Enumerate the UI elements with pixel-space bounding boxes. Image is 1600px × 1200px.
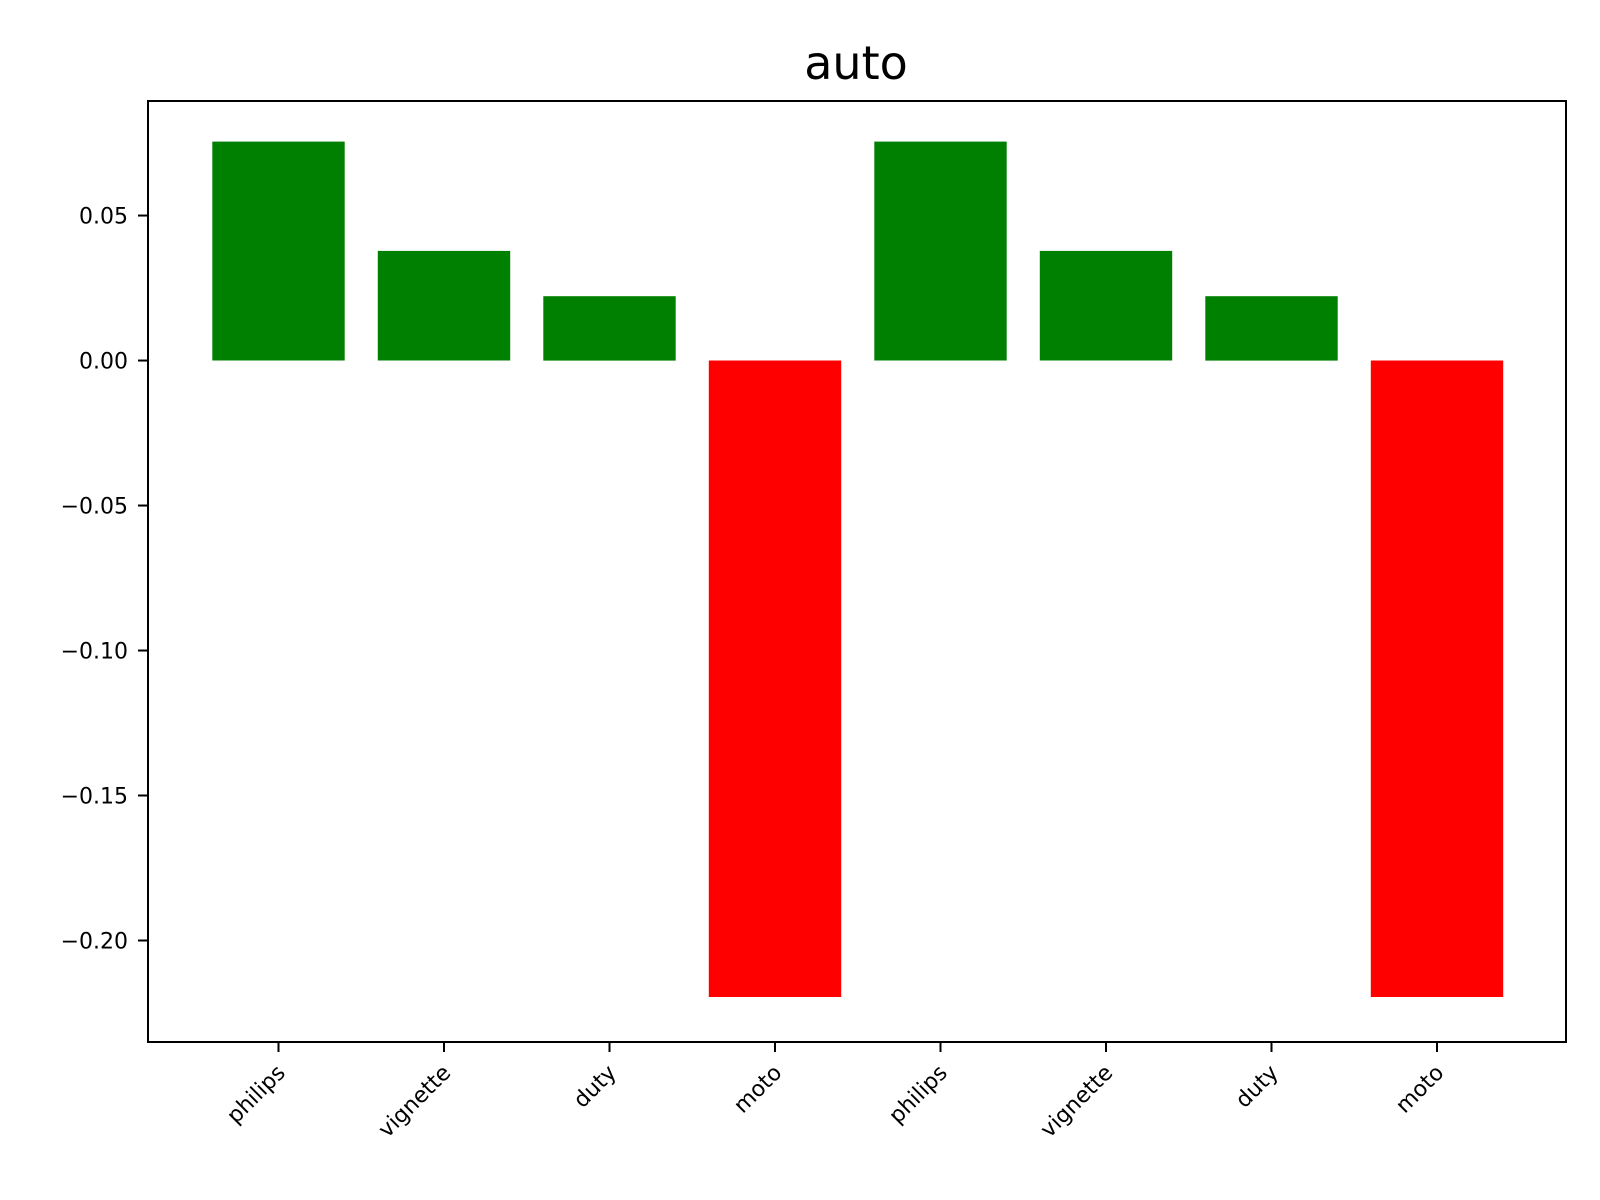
bar-philips-5 [874, 141, 1007, 361]
bar-duty-7 [1205, 296, 1338, 361]
x-tick-label: moto [729, 1061, 787, 1119]
y-tick-label: 0.05 [79, 205, 128, 230]
y-tick-label: −0.05 [61, 495, 128, 520]
x-tick-label: philips [884, 1061, 952, 1129]
y-axis: 0.05 0.00 −0.05 −0.10 −0.15 −0.20 [61, 205, 148, 955]
y-tick-label: −0.20 [61, 930, 128, 955]
bar-duty-3 [543, 296, 676, 361]
x-axis: philips vignette duty moto philips vignette du… [222, 1042, 1449, 1143]
x-tick-label: vignette [374, 1061, 456, 1143]
bar-philips-1 [212, 141, 345, 361]
x-tick-label: vignette [1036, 1061, 1118, 1143]
y-tick-label: −0.15 [61, 785, 128, 810]
bar-vignette-6 [1039, 250, 1173, 361]
bars-group [212, 141, 1504, 997]
x-tick-label: philips [222, 1061, 290, 1129]
y-tick-label: 0.00 [79, 350, 128, 375]
bar-moto-8 [1370, 360, 1504, 997]
bar-vignette-2 [377, 250, 511, 361]
x-tick-label: duty [1231, 1061, 1284, 1114]
y-tick-label: −0.10 [61, 640, 128, 665]
plot-area-frame [147, 100, 1567, 1043]
x-tick-label: moto [1391, 1061, 1449, 1119]
bar-moto-4 [708, 360, 842, 997]
chart-title: auto [804, 36, 908, 90]
x-tick-label: duty [569, 1061, 622, 1114]
